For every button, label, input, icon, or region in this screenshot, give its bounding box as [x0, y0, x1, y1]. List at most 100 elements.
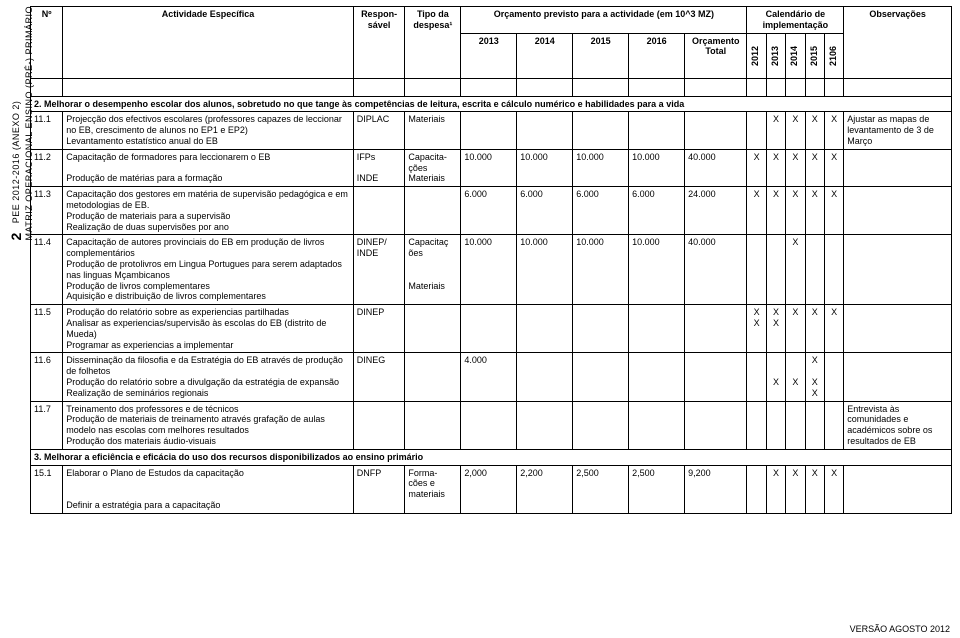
row-tipo: Capacitaç ões Materiais: [405, 235, 461, 305]
row-obs: [844, 305, 952, 353]
row-cal: X X: [747, 305, 766, 353]
row-v2013: [461, 305, 517, 353]
row-vtotal: 40.000: [685, 235, 747, 305]
table-row: 11.6 Disseminação da filosofia e da Estr…: [31, 353, 952, 401]
row-tipo: Materiais: [405, 112, 461, 149]
row-cal: [786, 401, 805, 449]
table-row: 11.4 Capacitação de autores provinciais …: [31, 235, 952, 305]
row-cal: X: [805, 149, 824, 186]
row-cal: X: [824, 112, 843, 149]
row-v2014: [517, 305, 573, 353]
row-v2014: [517, 401, 573, 449]
row-cal: [824, 353, 843, 401]
row-resp: [353, 401, 405, 449]
row-resp: DIPLAC: [353, 112, 405, 149]
row-cal: [747, 465, 766, 513]
row-cal: [766, 401, 785, 449]
row-v2016: 2,500: [629, 465, 685, 513]
col-orc-total: Orçamento Total: [685, 33, 747, 78]
row-activity: Capacitação de autores provinciais do EB…: [63, 235, 353, 305]
col-cal-2015: 2015: [805, 33, 824, 78]
col-2016: 2016: [629, 33, 685, 78]
row-tipo: Capacita-ções Materiais: [405, 149, 461, 186]
row-resp: [353, 187, 405, 235]
row-cal: [747, 235, 766, 305]
row-v2015: [573, 401, 629, 449]
row-obs: [844, 149, 952, 186]
row-cal: X: [786, 149, 805, 186]
row-cal: X: [805, 187, 824, 235]
row-obs: [844, 187, 952, 235]
row-v2014: 10.000: [517, 235, 573, 305]
row-tipo: [405, 353, 461, 401]
row-activity: Elaborar o Plano de Estudos da capacitaç…: [63, 465, 353, 513]
row-cal: X X: [766, 305, 785, 353]
row-tipo: [405, 401, 461, 449]
row-cal: [747, 401, 766, 449]
row-cal: X: [805, 112, 824, 149]
row-v2013: [461, 401, 517, 449]
table-row: 11.5 Produção do relatório sobre as expe…: [31, 305, 952, 353]
row-cal: X: [786, 353, 805, 401]
row-v2016: [629, 305, 685, 353]
sidebar-line1: PEE 2012-2016 (ANEXO 2): [11, 101, 21, 224]
row-num: 11.6: [31, 353, 63, 401]
row-cal: X: [747, 187, 766, 235]
row-cal: [766, 235, 785, 305]
col-activity: Actividade Específica: [63, 7, 353, 79]
row-obs: [844, 235, 952, 305]
row-v2016: [629, 112, 685, 149]
row-resp: DINEG: [353, 353, 405, 401]
row-num: 11.7: [31, 401, 63, 449]
col-num: Nº: [31, 7, 63, 79]
row-num: 11.3: [31, 187, 63, 235]
row-activity: Capacitação dos gestores em matéria de s…: [63, 187, 353, 235]
section-3-title: 3. Melhorar a eficiência e eficácia do u…: [31, 449, 952, 465]
col-cal-2106: 2106: [824, 33, 843, 78]
row-resp: DINEP/ INDE: [353, 235, 405, 305]
row-cal: X: [805, 465, 824, 513]
row-cal: X: [824, 149, 843, 186]
row-obs: Ajustar as mapas de levantamento de 3 de…: [844, 112, 952, 149]
row-vtotal: 9,200: [685, 465, 747, 513]
row-v2013: 4.000: [461, 353, 517, 401]
row-vtotal: 24.000: [685, 187, 747, 235]
row-resp: IFPs INDE: [353, 149, 405, 186]
col-calendar: Calendário de implementação: [747, 7, 844, 34]
row-cal: [824, 401, 843, 449]
row-v2015: 10.000: [573, 149, 629, 186]
row-cal: X: [766, 112, 785, 149]
row-v2013: 10.000: [461, 149, 517, 186]
row-activity: Capacitação de formadores para leccionar…: [63, 149, 353, 186]
row-v2014: 10.000: [517, 149, 573, 186]
row-num: 11.5: [31, 305, 63, 353]
row-tipo: [405, 305, 461, 353]
row-cal: X: [824, 465, 843, 513]
row-num: 11.1: [31, 112, 63, 149]
row-v2015: 2,500: [573, 465, 629, 513]
row-cal: X: [786, 235, 805, 305]
col-2013: 2013: [461, 33, 517, 78]
row-cal: X: [805, 305, 824, 353]
col-cal-2012: 2012: [747, 33, 766, 78]
row-num: 11.4: [31, 235, 63, 305]
row-resp: DINEP: [353, 305, 405, 353]
sidebar-line2: MATRIZ OPERACIONAL ENSINO (PRÉ-) PRIMÁRI…: [24, 6, 34, 241]
row-cal: X: [786, 112, 805, 149]
row-v2016: 6.000: [629, 187, 685, 235]
row-num: 15.1: [31, 465, 63, 513]
table-row: 11.1 Projecção dos efectivos escolares (…: [31, 112, 952, 149]
row-cal: [805, 235, 824, 305]
row-cal: X: [747, 149, 766, 186]
row-v2015: [573, 353, 629, 401]
row-cal: [747, 112, 766, 149]
col-tipo: Tipo da despesa¹: [405, 7, 461, 79]
row-tipo: [405, 187, 461, 235]
row-v2015: [573, 305, 629, 353]
row-vtotal: [685, 305, 747, 353]
row-v2013: [461, 112, 517, 149]
row-v2014: [517, 353, 573, 401]
col-cal-2013: 2013: [766, 33, 785, 78]
main-content: Nº Actividade Específica Respon-sável Ti…: [30, 0, 960, 514]
row-tipo: Forma- cões e materiais: [405, 465, 461, 513]
